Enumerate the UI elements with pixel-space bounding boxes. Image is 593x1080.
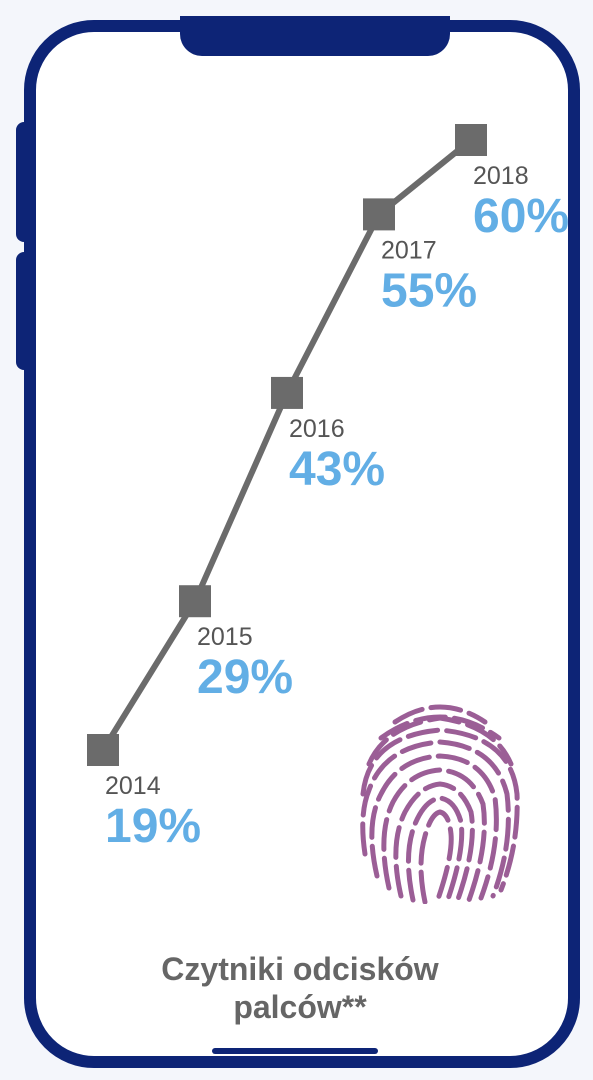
phone-side-button-lower [16,252,32,370]
year-label-2017: 2017 [381,236,437,264]
phone-frame [24,20,580,1068]
phone-notch [180,16,450,56]
caption-line-1: Czytniki odcisków [161,951,439,987]
fingerprint-icon [360,704,520,904]
data-point-2017 [363,198,395,231]
chart-caption: Czytniki odcisków palców** [60,950,540,1026]
phone-side-button-upper [16,122,32,242]
data-point-2014 [87,734,119,766]
value-label-2017: 55% [381,264,477,317]
value-label-2018: 60% [473,190,569,243]
home-indicator-bar [212,1048,378,1054]
value-label-2014: 19% [105,800,201,853]
value-label-2015: 29% [197,651,293,704]
year-label-2014: 2014 [105,772,161,800]
caption-line-2: palców** [233,989,367,1025]
chart-marker-layer [87,124,487,766]
data-point-2015 [179,585,211,618]
data-point-2018 [455,124,487,156]
year-label-2015: 2015 [197,623,253,651]
data-point-2016 [271,376,303,409]
year-label-2016: 2016 [289,415,345,443]
year-label-2018: 2018 [473,162,529,190]
value-label-2016: 43% [289,443,385,496]
